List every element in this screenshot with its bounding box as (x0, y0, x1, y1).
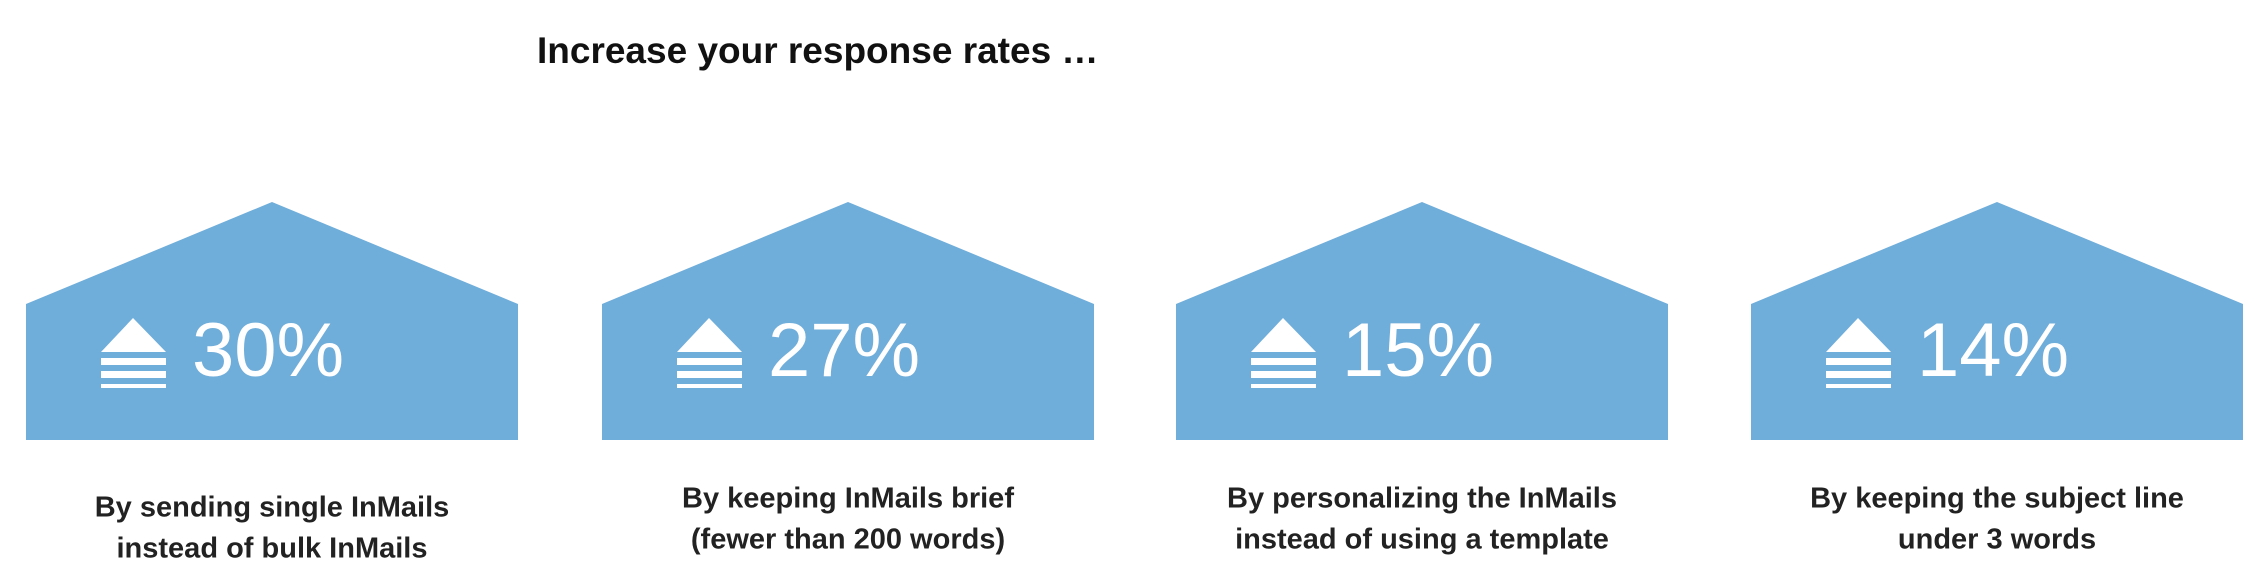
icon-bar (1251, 384, 1316, 388)
percentage: 14% (1917, 308, 2069, 393)
card: 15% By personalizing the InMails instead o… (1176, 202, 1668, 556)
house-shape (602, 202, 1094, 440)
caption-line: By personalizing the InMails (1227, 483, 1617, 515)
caption-line: instead of using a template (1235, 524, 1609, 556)
up-arrow-icon (101, 318, 166, 352)
icon-bar (1826, 358, 1891, 365)
icon-bar (101, 384, 166, 388)
icon-bar (1826, 384, 1891, 388)
caption-line: under 3 words (1898, 524, 2096, 556)
title: Increase your response rates … (537, 30, 1098, 71)
icon-bar (677, 384, 742, 388)
percentage: 30% (192, 308, 344, 393)
icon-bar (1251, 371, 1316, 378)
house-shape (1176, 202, 1668, 440)
card: 30% By sending single InMails instead of b… (26, 202, 518, 565)
up-arrow-icon (1826, 318, 1891, 352)
icon-bar (101, 358, 166, 365)
percentage: 15% (1342, 308, 1494, 393)
icon-bar (1826, 371, 1891, 378)
card: 14% By keeping the subject line under 3 wo… (1751, 202, 2243, 556)
icon-bar (677, 371, 742, 378)
house-shape (26, 202, 518, 440)
house-shape (1751, 202, 2243, 440)
caption-line: instead of bulk InMails (117, 533, 428, 565)
up-arrow-icon (677, 318, 742, 352)
caption-line: (fewer than 200 words) (691, 524, 1005, 556)
icon-bar (1251, 358, 1316, 365)
card: 27% By keeping InMails brief (fewer than 2… (602, 202, 1094, 556)
caption-line: By keeping InMails brief (682, 483, 1014, 515)
up-arrow-icon (1251, 318, 1316, 352)
icon-bar (101, 371, 166, 378)
icon-bar (677, 358, 742, 365)
caption-line: By keeping the subject line (1810, 483, 2184, 515)
percentage: 27% (768, 308, 920, 393)
caption-line: By sending single InMails (95, 492, 450, 524)
